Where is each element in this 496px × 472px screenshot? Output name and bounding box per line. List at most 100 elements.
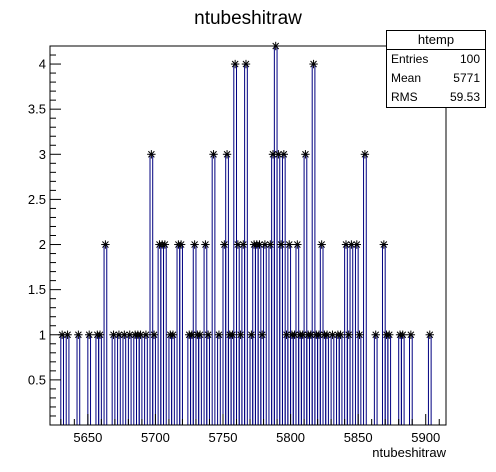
bin-marker	[282, 330, 291, 339]
bin-marker	[228, 330, 237, 339]
bin-marker	[276, 240, 286, 249]
histogram-bin	[400, 334, 405, 426]
bin-marker	[360, 150, 370, 159]
histogram-bin	[60, 334, 65, 426]
x-tick-label: 5750	[209, 430, 238, 445]
bin-marker	[314, 330, 324, 339]
chart-title: ntubeshitraw	[194, 8, 302, 29]
bin-marker	[176, 240, 186, 249]
bin-marker	[336, 330, 345, 339]
bin-marker	[101, 240, 110, 249]
histogram-bin	[138, 334, 143, 426]
histogram-bars	[60, 45, 432, 426]
bin-marker	[160, 240, 170, 249]
bin-marker	[109, 330, 118, 339]
y-tick-label: 1	[39, 327, 46, 342]
stats-mean-row: Mean 5771	[387, 69, 485, 88]
histogram-bin	[427, 334, 432, 426]
bin-marker	[352, 240, 361, 249]
y-tick-label: 3	[39, 147, 46, 162]
bin-marker	[306, 330, 316, 339]
histogram-bin	[409, 334, 413, 426]
y-tick-label: 2.5	[28, 192, 46, 207]
x-axis-label: ntubeshitraw	[372, 445, 446, 460]
bin-marker	[63, 330, 72, 339]
histogram-bin	[363, 153, 367, 426]
bin-marker	[147, 150, 156, 159]
mean-label: Mean	[391, 71, 422, 85]
y-tick-label: 0.5	[28, 372, 46, 387]
bin-marker	[214, 330, 224, 339]
x-tick-label: 5650	[73, 430, 102, 445]
histogram-bin	[179, 244, 183, 426]
bin-marker	[398, 330, 407, 339]
histogram-bin	[198, 334, 202, 426]
bin-marker	[285, 240, 294, 249]
stats-rms-row: RMS 59.53	[387, 88, 485, 107]
x-tick-label: 5850	[344, 430, 373, 445]
bin-marker	[317, 240, 326, 249]
bin-marker	[355, 330, 364, 339]
histogram-bin	[76, 334, 81, 426]
bin-marker	[233, 240, 243, 249]
histogram-bin	[117, 334, 121, 426]
rms-value: 59.53	[449, 90, 480, 104]
histogram-bin	[217, 334, 221, 426]
bin-marker	[309, 59, 318, 69]
bin-marker	[74, 330, 83, 339]
histogram-bin	[163, 244, 167, 426]
mean-value: 5771	[453, 71, 480, 85]
y-tick-label: 3.5	[28, 102, 46, 117]
bin-marker	[266, 240, 275, 249]
bin-marker	[190, 240, 199, 249]
bin-marker	[379, 240, 389, 249]
bin-marker	[209, 150, 218, 159]
histogram-bin	[98, 334, 102, 426]
bin-marker	[293, 240, 302, 249]
histogram-bin	[171, 334, 175, 426]
bin-marker	[222, 150, 232, 159]
histogram-bin	[111, 334, 116, 426]
entries-label: Entries	[391, 52, 429, 66]
bin-marker	[425, 330, 434, 339]
stats-entries-row: Entries 100	[387, 50, 485, 69]
rms-label: RMS	[391, 90, 418, 104]
histogram-bin	[387, 334, 392, 426]
histogram-bin	[338, 334, 343, 426]
histogram-bin	[211, 153, 216, 426]
histogram-bin	[325, 334, 329, 426]
histogram-bin	[87, 334, 92, 426]
bin-marker	[236, 330, 245, 339]
bin-marker	[84, 330, 94, 339]
y-axis: 0.5 1 1.5 2 2.5 3 3.5 4	[28, 45, 61, 417]
bin-marker	[406, 330, 416, 339]
histogram-bin	[65, 334, 70, 426]
bin-marker	[168, 330, 178, 339]
bin-marker	[239, 240, 248, 249]
bin-marker	[230, 59, 240, 69]
bin-marker	[247, 330, 256, 339]
bin-marker	[203, 330, 213, 339]
histogram-bin	[152, 334, 156, 426]
histogram-bin	[206, 334, 210, 426]
stats-box: htemp Entries 100 Mean 5771 RMS 59.53	[386, 30, 486, 108]
histogram-bin	[122, 334, 127, 426]
bin-marker	[385, 330, 394, 339]
histogram-bin	[127, 334, 132, 426]
stats-title: htemp	[387, 31, 485, 50]
bin-marker	[195, 330, 205, 339]
histogram-bin	[330, 334, 335, 426]
bin-markers	[57, 41, 434, 339]
histogram-bin	[144, 334, 148, 426]
y-tick-label: 4	[39, 57, 46, 72]
histogram-bin	[103, 244, 108, 426]
bin-marker	[301, 150, 310, 159]
y-tick-label: 1.5	[28, 282, 46, 297]
bin-marker	[220, 240, 229, 249]
bin-marker	[95, 330, 105, 339]
bin-marker	[341, 240, 351, 249]
y-tick-label: 2	[39, 237, 46, 252]
bin-marker	[149, 330, 159, 339]
x-axis: 5650 5700 5750 5800 5850 5900	[60, 414, 440, 445]
